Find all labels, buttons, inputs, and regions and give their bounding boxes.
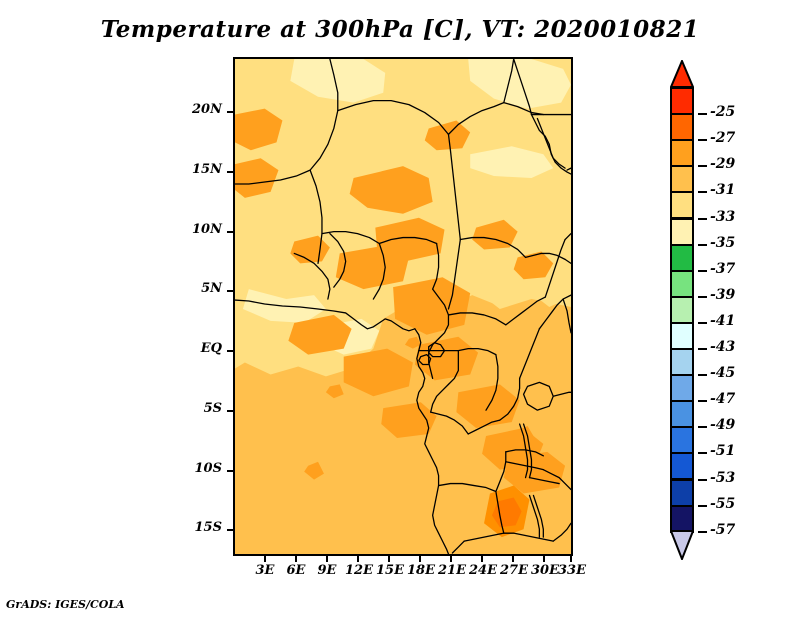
colorbar-tick-label: -55	[710, 495, 736, 512]
x-tick-label: 30E	[531, 563, 559, 578]
colorbar-tick	[698, 217, 707, 220]
colorbar-tick	[698, 191, 707, 194]
colorbar-tick	[698, 243, 707, 246]
colorbar-tick-label: -53	[710, 469, 736, 486]
colorbar-tick-label: -33	[710, 208, 736, 225]
colorbar-cap-top	[670, 60, 694, 88]
y-tick-label: 20N	[192, 102, 222, 117]
x-tick-label: 33E	[558, 563, 586, 578]
colorbar-tick-label: -39	[710, 286, 736, 303]
y-tick-label: 15S	[194, 520, 222, 535]
colorbar-tick-label: -51	[710, 443, 736, 460]
colorbar-tick	[698, 374, 707, 377]
colorbar-tick	[698, 426, 707, 429]
colorbar-cell	[670, 217, 694, 246]
colorbar-cell	[670, 452, 694, 481]
colorbar-tick	[698, 530, 707, 533]
x-tick-label: 9E	[317, 563, 337, 578]
y-tick-label: 10N	[192, 222, 222, 237]
colorbar-tick-label: -49	[710, 417, 736, 434]
x-tick-label: 3E	[255, 563, 275, 578]
y-tick-label: 5S	[203, 401, 222, 416]
colorbar-tick-label: -37	[710, 260, 736, 277]
colorbar-tick	[698, 139, 707, 142]
colorbar-cell	[670, 87, 694, 116]
colorbar-tick	[698, 478, 707, 481]
colorbar-tick-label: -29	[710, 156, 736, 173]
attribution-footer: GrADS: IGES/COLA	[6, 598, 125, 611]
colorbar-tick-label: -45	[710, 365, 736, 382]
colorbar-cell	[670, 374, 694, 403]
colorbar-cell	[670, 243, 694, 272]
colorbar-tick-label: -35	[710, 234, 736, 251]
colorbar-cell	[670, 191, 694, 220]
colorbar-cell	[670, 113, 694, 142]
colorbar-tick-label: -31	[710, 182, 736, 199]
colorbar-cap-bottom	[670, 530, 694, 560]
colorbar-tick-label: -25	[710, 104, 736, 121]
colorbar-tick	[698, 165, 707, 168]
colorbar-tick	[698, 452, 707, 455]
colorbar-cell	[670, 478, 694, 507]
colorbar-tick	[698, 504, 707, 507]
x-tick-label: 6E	[286, 563, 306, 578]
temperature-field-map	[235, 59, 571, 554]
colorbar-cell	[670, 400, 694, 429]
colorbar-tick	[698, 348, 707, 350]
x-tick-label: 24E	[469, 563, 497, 578]
colorbar-cell	[670, 348, 694, 377]
colorbar-tick-label: -41	[710, 312, 736, 329]
colorbar-tick-label: -47	[710, 391, 736, 408]
colorbar-tick	[698, 400, 707, 403]
colorbar-tick-label: -27	[710, 130, 736, 147]
x-tick-label: 27E	[500, 563, 528, 578]
x-tick-label: 15E	[376, 563, 404, 578]
y-tick-label: 10S	[194, 461, 222, 476]
colorbar-cell	[670, 321, 694, 350]
colorbar-cell	[670, 269, 694, 298]
colorbar-cell	[670, 426, 694, 455]
colorbar-cell	[670, 139, 694, 168]
colorbar-tick	[698, 295, 707, 298]
colorbar-tick-label: -43	[710, 339, 736, 355]
colorbar-tick	[698, 321, 707, 324]
y-tick-label: 5N	[201, 281, 222, 296]
colorbar-tick	[698, 113, 707, 116]
colorbar-cell	[670, 295, 694, 324]
x-tick-label: 12E	[345, 563, 373, 578]
colorbar-tick	[698, 269, 707, 272]
y-tick-label: EQ	[200, 341, 222, 356]
map-plot-area	[233, 57, 573, 556]
colorbar: -25 -27 -29 -31 -33 -35 -37 -39 -41 -43 -45 -47 -49 -…	[670, 60, 735, 560]
x-tick-label: 18E	[407, 563, 435, 578]
colorbar-cell	[670, 165, 694, 194]
y-tick-label: 15N	[192, 162, 222, 177]
x-tick-label: 21E	[438, 563, 466, 578]
colorbar-tick-label: -57	[710, 521, 736, 538]
colorbar-cell	[670, 504, 694, 533]
page-title: Temperature at 300hPa [C], VT: 202001082…	[100, 16, 700, 43]
